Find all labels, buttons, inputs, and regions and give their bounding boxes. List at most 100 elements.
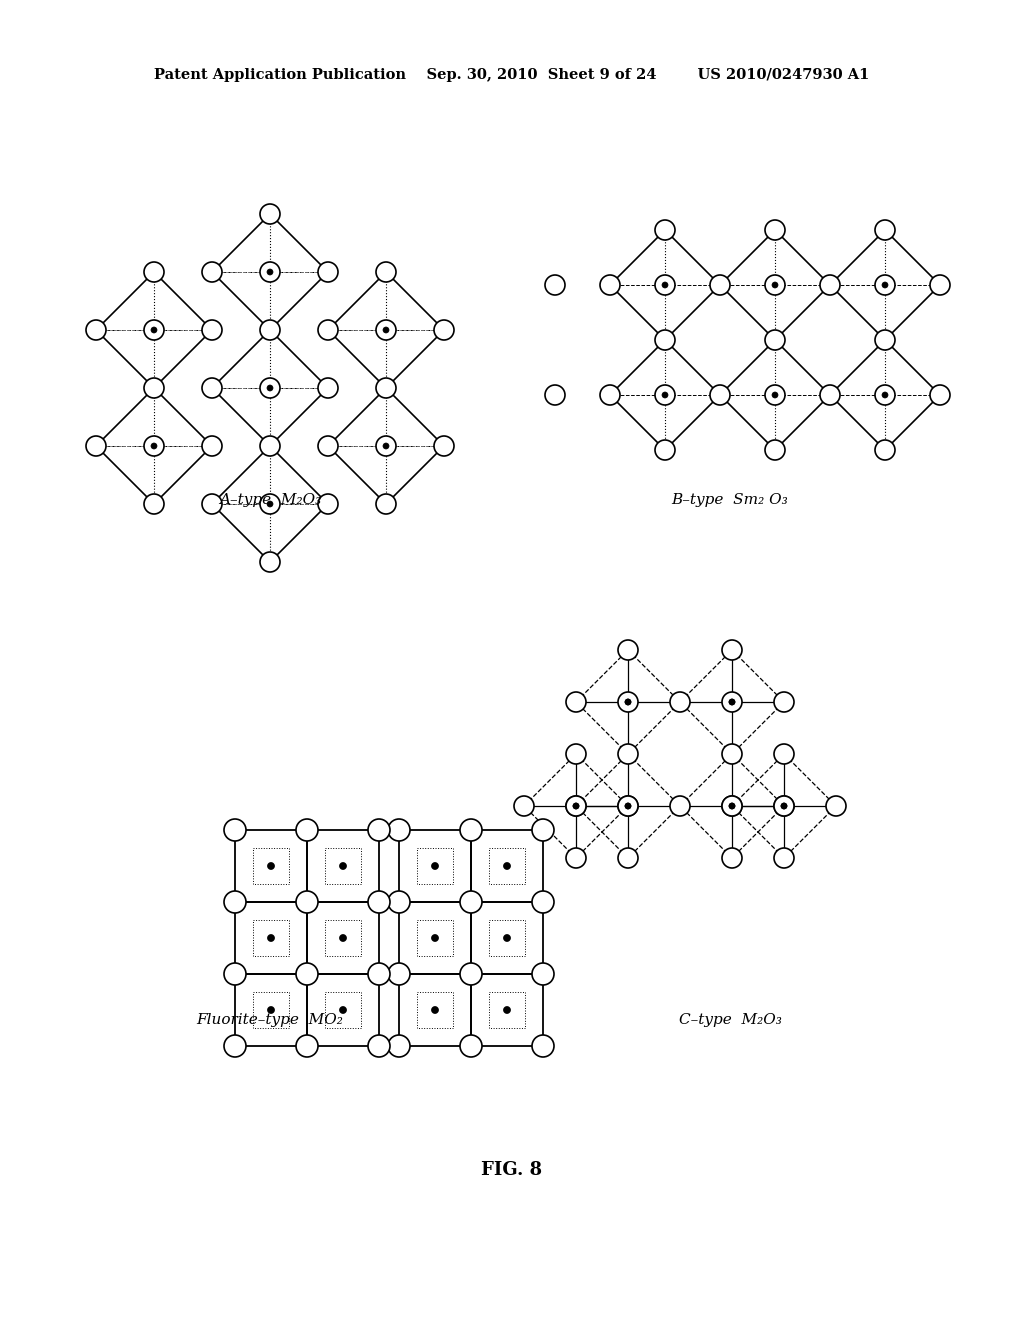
Circle shape: [774, 796, 794, 816]
Circle shape: [376, 261, 396, 282]
Circle shape: [781, 803, 787, 809]
Circle shape: [820, 275, 840, 294]
Circle shape: [202, 319, 222, 341]
Circle shape: [722, 796, 742, 816]
Circle shape: [431, 935, 438, 941]
Circle shape: [774, 847, 794, 869]
Circle shape: [882, 282, 888, 288]
Circle shape: [710, 275, 730, 294]
Circle shape: [460, 891, 482, 913]
Circle shape: [670, 692, 690, 711]
Circle shape: [368, 818, 390, 841]
Circle shape: [545, 385, 565, 405]
Circle shape: [383, 327, 389, 333]
Circle shape: [460, 964, 482, 985]
Circle shape: [504, 1006, 511, 1014]
Circle shape: [504, 862, 511, 870]
Circle shape: [383, 444, 389, 449]
Circle shape: [260, 552, 280, 572]
Text: B–type  Sm₂ O₃: B–type Sm₂ O₃: [672, 492, 788, 507]
Circle shape: [260, 261, 280, 282]
Circle shape: [618, 847, 638, 869]
Circle shape: [874, 330, 895, 350]
Circle shape: [202, 494, 222, 513]
Circle shape: [670, 796, 690, 816]
Circle shape: [296, 891, 318, 913]
Circle shape: [532, 1035, 554, 1057]
Circle shape: [224, 964, 246, 985]
Circle shape: [820, 385, 840, 405]
Circle shape: [318, 378, 338, 399]
Circle shape: [260, 205, 280, 224]
Circle shape: [655, 220, 675, 240]
Text: Fluorite–type  MO₂: Fluorite–type MO₂: [197, 1012, 343, 1027]
Text: A–type  M₂O₃: A–type M₂O₃: [219, 492, 322, 507]
Circle shape: [655, 385, 675, 405]
Circle shape: [662, 282, 668, 288]
Circle shape: [532, 818, 554, 841]
Circle shape: [772, 282, 778, 288]
Circle shape: [722, 692, 742, 711]
Circle shape: [376, 319, 396, 341]
Circle shape: [765, 385, 785, 405]
Circle shape: [625, 700, 631, 705]
Circle shape: [710, 385, 730, 405]
Circle shape: [532, 891, 554, 913]
Circle shape: [151, 444, 157, 449]
Circle shape: [514, 796, 534, 816]
Circle shape: [930, 385, 950, 405]
Circle shape: [874, 385, 895, 405]
Circle shape: [655, 275, 675, 294]
Circle shape: [224, 818, 246, 841]
Circle shape: [618, 692, 638, 711]
Circle shape: [296, 964, 318, 985]
Circle shape: [460, 1035, 482, 1057]
Circle shape: [662, 392, 668, 399]
Circle shape: [224, 1035, 246, 1057]
Circle shape: [376, 494, 396, 513]
Circle shape: [340, 862, 346, 870]
Circle shape: [625, 803, 631, 809]
Circle shape: [260, 436, 280, 455]
Circle shape: [340, 935, 346, 941]
Circle shape: [600, 385, 620, 405]
Circle shape: [267, 502, 273, 507]
Circle shape: [144, 378, 164, 399]
Circle shape: [655, 330, 675, 350]
Circle shape: [781, 803, 787, 809]
Circle shape: [774, 744, 794, 764]
Circle shape: [202, 378, 222, 399]
Circle shape: [267, 269, 273, 275]
Text: FIG. 8: FIG. 8: [481, 1162, 543, 1179]
Circle shape: [318, 319, 338, 341]
Circle shape: [431, 862, 438, 870]
Circle shape: [144, 261, 164, 282]
Circle shape: [722, 744, 742, 764]
Circle shape: [434, 319, 454, 341]
Circle shape: [267, 385, 273, 391]
Circle shape: [368, 964, 390, 985]
Circle shape: [376, 378, 396, 399]
Circle shape: [151, 327, 157, 333]
Circle shape: [267, 935, 274, 941]
Circle shape: [566, 796, 586, 816]
Circle shape: [267, 862, 274, 870]
Circle shape: [545, 275, 565, 294]
Circle shape: [722, 640, 742, 660]
Circle shape: [618, 640, 638, 660]
Circle shape: [566, 796, 586, 816]
Circle shape: [874, 220, 895, 240]
Circle shape: [566, 744, 586, 764]
Circle shape: [930, 275, 950, 294]
Circle shape: [460, 818, 482, 841]
Circle shape: [566, 847, 586, 869]
Circle shape: [625, 803, 631, 809]
Circle shape: [388, 964, 410, 985]
Circle shape: [86, 319, 106, 341]
Circle shape: [729, 700, 735, 705]
Circle shape: [202, 261, 222, 282]
Circle shape: [826, 796, 846, 816]
Circle shape: [388, 1035, 410, 1057]
Circle shape: [600, 275, 620, 294]
Circle shape: [722, 847, 742, 869]
